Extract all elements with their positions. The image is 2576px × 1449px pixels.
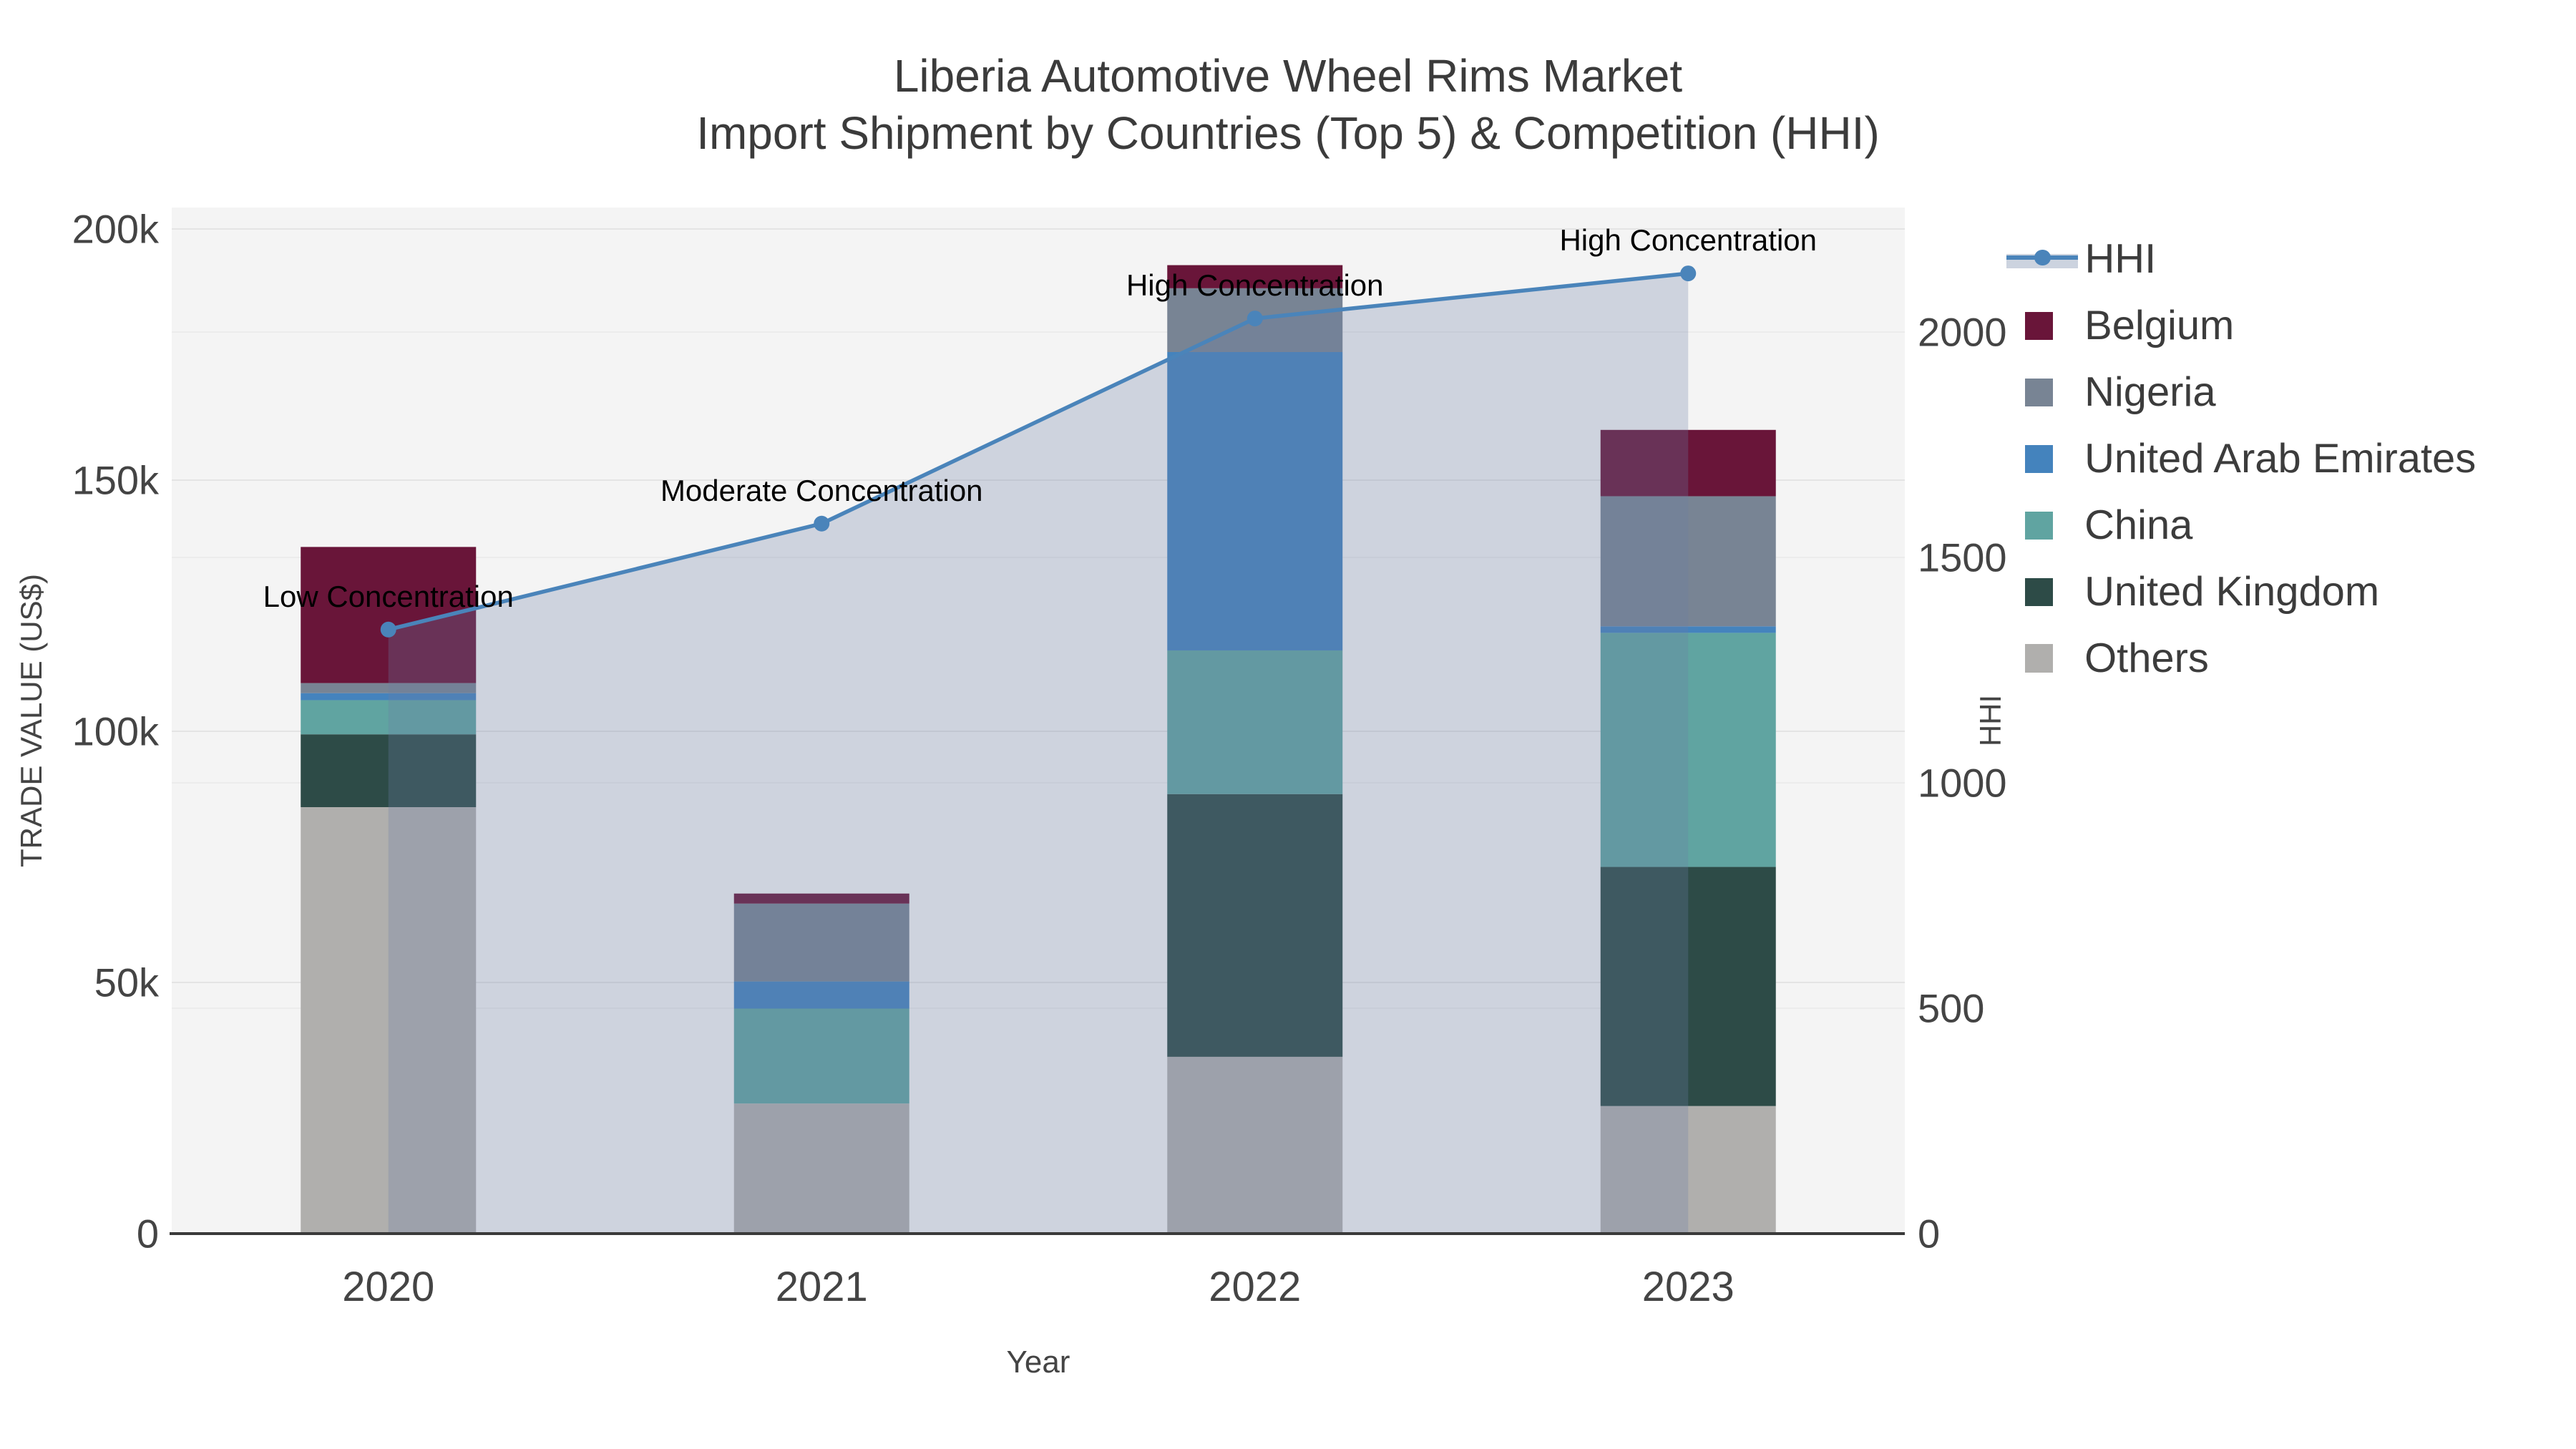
bar-2020-united-arab-emirates[interactable] xyxy=(301,693,477,701)
legend-label: Nigeria xyxy=(2084,369,2216,416)
legend-item-nigeria[interactable]: Nigeria xyxy=(2006,359,2476,426)
hhi-area xyxy=(388,273,1689,1234)
y-right-tick-0: 0 xyxy=(1918,1211,1940,1257)
bar-2021-united-arab-emirates[interactable] xyxy=(733,981,909,1009)
x-axis-title: Year xyxy=(1007,1345,1070,1380)
legend-label: HHI xyxy=(2084,236,2157,283)
annotation-2023: High Concentration xyxy=(1559,223,1817,257)
legend-item-hhi[interactable]: HHI xyxy=(2006,226,2476,293)
swatch-icon xyxy=(2025,511,2054,540)
chart-title-line2: Import Shipment by Countries (Top 5) & C… xyxy=(696,107,1880,159)
swatch-icon xyxy=(2025,644,2054,673)
bar-2022-united-kingdom[interactable] xyxy=(1167,794,1343,1057)
hhi-point-2022[interactable] xyxy=(1246,311,1263,327)
bar-2021-china[interactable] xyxy=(733,1008,909,1104)
hhi-line xyxy=(388,271,1689,632)
legend-label: United Arab Emirates xyxy=(2084,436,2477,482)
swatch-icon xyxy=(2025,444,2054,473)
y-left-tick-200k: 200k xyxy=(72,207,160,252)
legend-item-china[interactable]: China xyxy=(2006,492,2476,559)
legend-label: United Kingdom xyxy=(2084,569,2380,615)
bar-2021-nigeria[interactable] xyxy=(733,903,909,982)
y-left-tick-100k: 100k xyxy=(72,709,160,754)
y-right-axis-title: HHI xyxy=(1974,695,2007,746)
bar-2020-nigeria[interactable] xyxy=(301,683,477,693)
y-left-axis-title: TRADE VALUE (US$) xyxy=(14,574,48,867)
y-left-tick-150k: 150k xyxy=(72,458,160,503)
bar-2023-others[interactable] xyxy=(1600,1106,1776,1234)
y-right-tick-1000: 1000 xyxy=(1918,761,2007,806)
bar-2021-belgium[interactable] xyxy=(733,893,909,904)
x-tick-2020: 2020 xyxy=(342,1264,434,1310)
y-right-tick-500: 500 xyxy=(1918,986,1984,1031)
swatch-icon xyxy=(2025,577,2054,606)
chart-title-line1: Liberia Automotive Wheel Rims Market xyxy=(893,49,1683,102)
bar-2020-china[interactable] xyxy=(301,700,477,735)
legend-label: Belgium xyxy=(2084,303,2235,349)
bar-2023-nigeria[interactable] xyxy=(1600,496,1776,627)
annotation-2020: Low Concentration xyxy=(263,580,514,613)
swatch-icon xyxy=(2025,378,2054,406)
bar-2023-united-arab-emirates[interactable] xyxy=(1600,626,1776,633)
x-tick-2023: 2023 xyxy=(1642,1264,1735,1310)
bar-2023-china[interactable] xyxy=(1600,633,1776,867)
hhi-point-2020[interactable] xyxy=(380,621,396,638)
legend-item-others[interactable]: Others xyxy=(2006,625,2476,692)
annotation-2021: Moderate Concentration xyxy=(660,474,983,507)
bar-2022-united-arab-emirates[interactable] xyxy=(1167,351,1343,650)
swatch-icon xyxy=(2025,311,2054,340)
y-left-tick-0: 0 xyxy=(137,1211,159,1257)
x-tick-2021: 2021 xyxy=(776,1264,868,1310)
chart-title: Liberia Automotive Wheel Rims Market Imp… xyxy=(0,48,2576,162)
annotation-2022: High Concentration xyxy=(1126,268,1384,302)
bar-2020-others[interactable] xyxy=(301,807,477,1234)
legend-label: Others xyxy=(2084,635,2209,681)
legend-item-united-kingdom[interactable]: United Kingdom xyxy=(2006,559,2476,625)
bar-2020-united-kingdom[interactable] xyxy=(301,734,477,808)
bar-2023-belgium[interactable] xyxy=(1600,429,1776,497)
y-right-tick-1500: 1500 xyxy=(1918,535,2007,580)
legend-label: China xyxy=(2084,502,2193,549)
hhi-point-2021[interactable] xyxy=(814,515,830,532)
x-tick-2022: 2022 xyxy=(1209,1264,1301,1310)
hhi-line-swatch-icon xyxy=(2006,248,2079,270)
bar-2022-others[interactable] xyxy=(1167,1056,1343,1234)
y-right-tick-2000: 2000 xyxy=(1918,310,2007,355)
bar-2023-united-kingdom[interactable] xyxy=(1600,867,1776,1106)
hhi-point-2023[interactable] xyxy=(1680,265,1697,282)
bar-2022-china[interactable] xyxy=(1167,650,1343,794)
bar-2022-belgium[interactable] xyxy=(1167,265,1343,288)
legend-item-belgium[interactable]: Belgium xyxy=(2006,293,2476,359)
y-left-tick-50k: 50k xyxy=(94,960,160,1005)
legend-item-united-arab-emirates[interactable]: United Arab Emirates xyxy=(2006,426,2476,492)
legend: HHI Belgium Nigeria United Arab Emirates… xyxy=(2006,226,2476,692)
bar-2021-others[interactable] xyxy=(733,1103,909,1234)
